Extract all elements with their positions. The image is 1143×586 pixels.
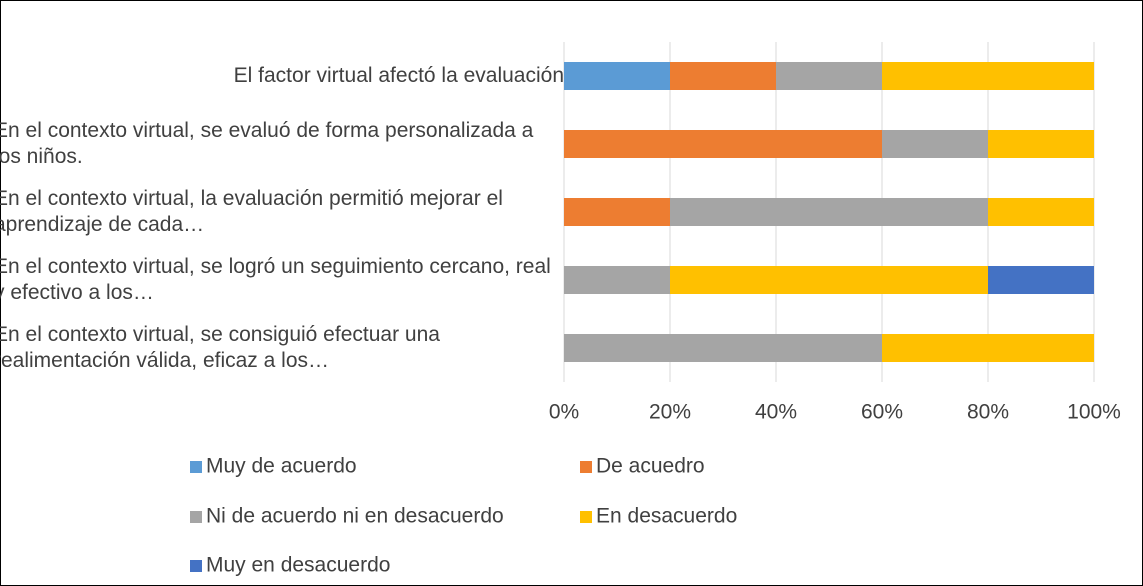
bar-segment bbox=[988, 130, 1094, 158]
bar-segment bbox=[882, 334, 1094, 362]
legend-swatch bbox=[190, 560, 202, 572]
y-tick-label: En el contexto virtual, se logró un segu… bbox=[0, 250, 564, 310]
category-text: En el contexto virtual, se consiguió efe… bbox=[0, 323, 440, 372]
legend-label: De acuedro bbox=[596, 455, 705, 478]
legend-label: Ni de acuerdo ni en desacuerdo bbox=[206, 505, 504, 528]
legend-swatch bbox=[580, 461, 592, 473]
category-text: En el contexto virtual, la evaluación pe… bbox=[0, 187, 503, 236]
bar-segment bbox=[564, 62, 670, 90]
category-text: En el contexto virtual, se logró un segu… bbox=[0, 255, 551, 304]
x-tick-label: 40% bbox=[755, 401, 797, 424]
y-tick-label: En el contexto virtual, se consiguió efe… bbox=[0, 318, 564, 378]
category-text: En el contexto virtual, se evaluó de for… bbox=[0, 119, 534, 168]
y-tick-label: En el contexto virtual, la evaluación pe… bbox=[0, 182, 564, 242]
legend-swatch bbox=[580, 511, 592, 523]
bar-segment bbox=[564, 266, 670, 294]
x-tick-label: 60% bbox=[861, 401, 903, 424]
bar-segment bbox=[564, 130, 882, 158]
bar-segment bbox=[988, 198, 1094, 226]
bar-segment bbox=[670, 266, 988, 294]
y-tick-label: El factor virtual afectó la evaluación bbox=[0, 46, 564, 106]
bar-segment bbox=[670, 62, 776, 90]
bar-segment bbox=[564, 334, 882, 362]
bar-segment bbox=[882, 130, 988, 158]
legend-swatch bbox=[190, 461, 202, 473]
legend-swatch bbox=[190, 511, 202, 523]
bar-segment bbox=[670, 198, 988, 226]
y-tick-label: En el contexto virtual, se evaluó de for… bbox=[0, 114, 564, 174]
bar-segment bbox=[776, 62, 882, 90]
x-tick-label: 20% bbox=[649, 401, 691, 424]
bar-segment bbox=[564, 198, 670, 226]
x-tick-label: 80% bbox=[967, 401, 1009, 424]
bar-segment bbox=[882, 62, 1094, 90]
bar-segment bbox=[988, 266, 1094, 294]
x-tick-label: 0% bbox=[549, 401, 579, 424]
x-tick-label: 100% bbox=[1067, 401, 1121, 424]
legend-label: En desacuerdo bbox=[596, 505, 737, 528]
category-text: El factor virtual afectó la evaluación bbox=[233, 64, 564, 87]
legend-label: Muy de acuerdo bbox=[206, 455, 357, 478]
legend-label: Muy en desacuerdo bbox=[206, 554, 390, 577]
